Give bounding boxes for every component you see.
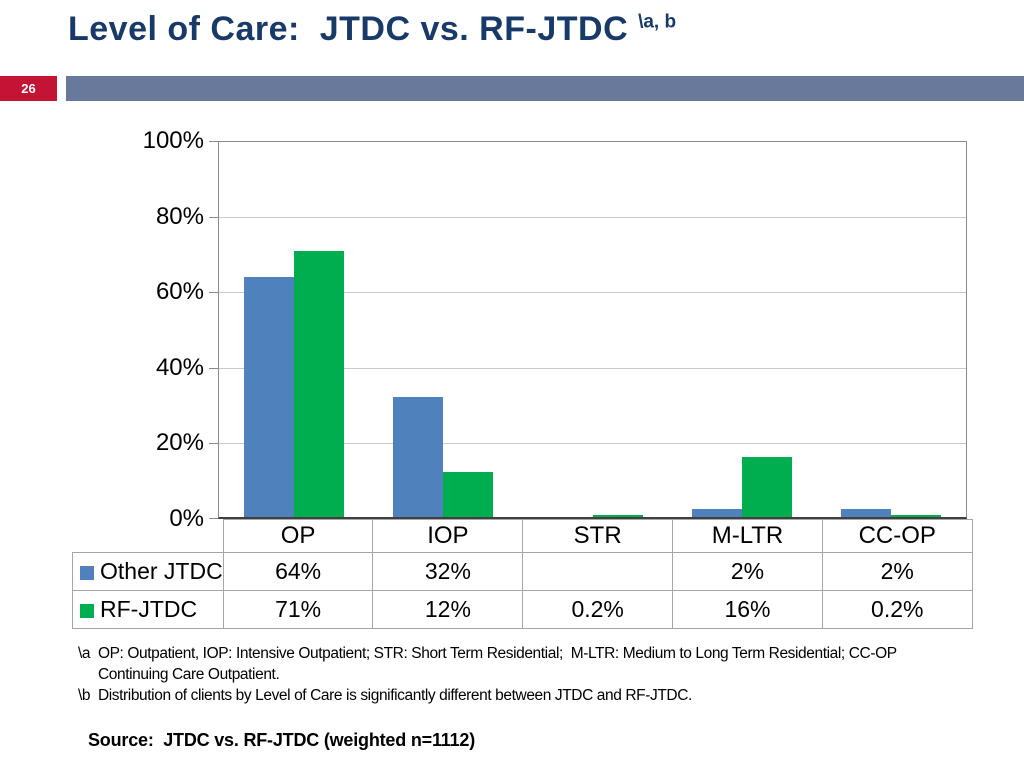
y-axis-tick-label: 20% [155, 429, 204, 457]
page-title: Level of Care: JTDC vs. RF-JTDC \a, b [68, 10, 676, 49]
bar-other-jtdc-iop [393, 397, 444, 517]
footnote-a: \a OP: Outpatient, IOP: Intensive Outpat… [78, 645, 897, 662]
legend-swatch-icon [80, 604, 94, 618]
page-number-badge: 26 [0, 76, 57, 101]
y-axis-tick-mark [209, 141, 218, 142]
value-cell: 2% [821, 552, 973, 591]
footnote-b: \b Distribution of clients by Level of C… [78, 687, 692, 704]
y-axis-tick-mark [209, 443, 218, 445]
value-cell: 64% [222, 552, 374, 591]
source-line: Source: JTDC vs. RF-JTDC (weighted n=111… [88, 730, 475, 750]
data-table: OP IOP STR M-LTR CC-OP Other JTDC 64% 32% 2% 2% RF… [72, 519, 973, 629]
table-row: RF-JTDC 71% 12% 0.2% 16% 0.2% [72, 590, 973, 629]
legend-swatch-icon [80, 566, 94, 580]
legend-label: Other JTDC [100, 558, 223, 584]
bar-rf-jtdc-str [592, 515, 643, 517]
bar-rf-jtdc-cc-op [891, 515, 942, 517]
plot-area [218, 141, 967, 519]
legend-cell: Other JTDC [72, 552, 224, 591]
page-title-text: Level of Care: JTDC vs. RF-JTDC [68, 10, 639, 48]
value-cell: 16% [672, 590, 823, 629]
y-axis-tick-label: 40% [155, 353, 204, 381]
y-axis-tick-label: 100% [142, 127, 204, 154]
bar-other-jtdc-m-ltr [691, 509, 742, 517]
value-cell: 2% [672, 552, 823, 591]
table-corner-spacer [73, 520, 224, 553]
gridline [219, 443, 966, 445]
bar-rf-jtdc-iop [443, 472, 494, 517]
legend-label: RF-JTDC [100, 596, 198, 622]
y-axis-tick-label: 60% [155, 278, 204, 306]
bar-rf-jtdc-op [293, 251, 344, 517]
bar-other-jtdc-op [243, 277, 294, 517]
category-header-cell: OP [222, 519, 374, 553]
y-axis-tick-mark [209, 292, 218, 294]
value-cell: 12% [372, 590, 524, 629]
y-axis-tick-mark [209, 216, 218, 218]
category-header-cell: STR [522, 519, 674, 553]
title-superscript: \a, b [638, 11, 677, 33]
value-cell: 32% [372, 552, 524, 591]
y-axis-tick-mark [209, 518, 218, 519]
y-axis-tick-label: 0% [169, 505, 204, 532]
table-row: Other JTDC 64% 32% 2% 2% [72, 552, 973, 591]
gridline [219, 367, 966, 369]
value-cell: 0.2% [522, 590, 674, 629]
y-axis-tick-label: 80% [155, 202, 204, 230]
category-header-cell: M-LTR [672, 519, 823, 553]
category-header-cell: IOP [372, 519, 524, 553]
bar-rf-jtdc-m-ltr [741, 457, 792, 517]
value-cell [522, 552, 674, 591]
category-header-cell: CC-OP [821, 519, 973, 553]
legend-cell: RF-JTDC [72, 590, 224, 629]
y-axis-tick-mark [209, 367, 218, 369]
footnote-a-continued: Continuing Care Outpatient. [98, 666, 280, 683]
value-cell: 71% [222, 590, 374, 629]
header-bar [66, 76, 1024, 101]
gridline [219, 216, 966, 218]
gridline [219, 292, 966, 294]
value-cell: 0.2% [821, 590, 973, 629]
bar-other-jtdc-cc-op [841, 509, 892, 517]
